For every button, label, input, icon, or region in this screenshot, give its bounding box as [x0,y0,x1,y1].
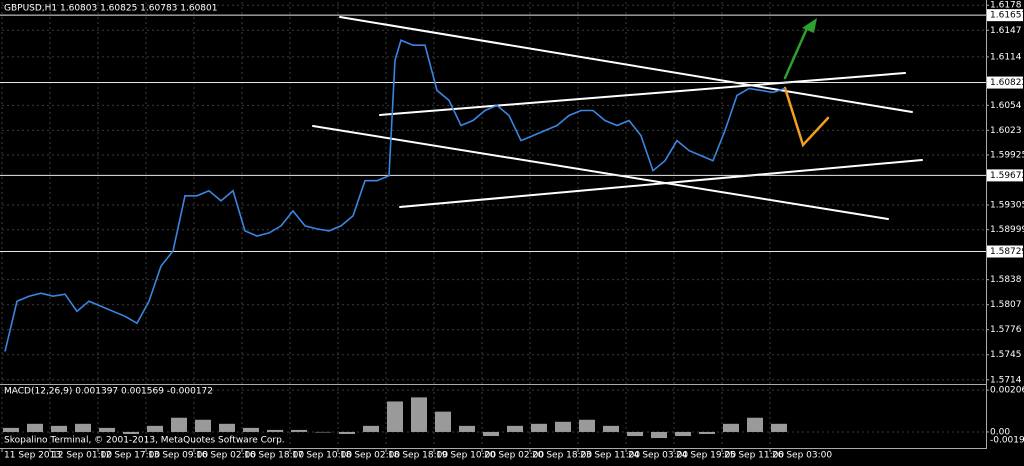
x-tick-label: 20 Sep 02:00 [484,451,544,461]
indicator-title: MACD(12,26,9) 0.001397 0.001569 -0.00017… [4,387,213,397]
histogram-bar [147,425,163,432]
histogram-bar [507,425,523,432]
level-box [987,76,1023,89]
trend-line [379,72,906,116]
histogram-bar [315,431,331,433]
histogram-bar [435,411,451,432]
histogram-bar [267,429,283,432]
x-tick-label: 13 Sep 09:00 [148,451,208,461]
histogram-bar [195,419,211,432]
y-tick-label: 1.6147 [990,26,1022,36]
arrow-head [802,18,817,33]
x-tick-label: 12 Sep 17:00 [100,451,160,461]
histogram-bar [243,427,259,432]
y-tick-label: 1.5838 [990,275,1022,285]
histogram-bar [459,425,475,432]
histogram-bar [411,397,427,432]
histogram-bar [75,423,91,432]
histogram-bar [627,431,643,437]
histogram-bar [747,417,763,432]
y-tick-label: 1.6114 [990,52,1022,62]
histogram-bar [723,423,739,432]
x-tick-label: 16 Sep 18:00 [244,451,304,461]
copyright: Skopalino Terminal, © 2001-2013, MetaQuo… [4,436,285,446]
y-tick-label: 1.6178 [990,1,1022,11]
x-tick-label: 16 Sep 02:00 [196,451,256,461]
x-tick-label: 24 Sep 19:00 [676,451,736,461]
x-tick-label: 19 Sep 10:00 [436,451,496,461]
y-bottom-label: -0.001911 [990,436,1024,446]
x-tick-label: 26 Sep 03:00 [772,451,832,461]
trend-line [339,16,913,113]
histogram-bar [699,431,715,434]
y-tick-label: 1.58999 [990,225,1024,235]
y-tick-label: 0.00 [990,427,1010,437]
chart-title: GBPUSD,H1 1.60803 1.60825 1.60783 1.6080… [4,4,217,14]
histogram-bar [387,401,403,432]
forecast-arrow [783,24,810,80]
trend-line [399,159,923,208]
histogram-bar [291,429,307,432]
y-tick-label: 1.5714 [990,375,1022,385]
x-tick-label: 18 Sep 02:00 [340,451,400,461]
forecast-arrow [783,86,830,148]
y-tick-label: 1.59305 [990,201,1024,211]
histogram-bar [579,419,595,432]
annotations [312,16,923,220]
histogram-bar [99,427,115,432]
grid [1,2,986,447]
histogram-bar [171,417,187,432]
histogram-bar [771,423,787,432]
y-tick-label: 1.5776 [990,325,1022,335]
histogram-bar [51,425,67,432]
histogram-bar [339,431,355,434]
histogram-bar [651,431,667,439]
x-tick-label: 23 Sep 11:00 [580,451,640,461]
y-tick-label: 0.00206 [990,386,1024,396]
level-box [987,169,1023,182]
histogram-bar [363,425,379,432]
histogram-bar [531,423,547,432]
histogram-bar [3,427,19,432]
level-box [987,245,1023,258]
histogram-bar [555,421,571,432]
level-label: 1.60822 [990,78,1024,88]
trend-line [312,125,889,220]
x-tick-label: 11 Sep 2013 [4,451,61,461]
level-label: 1.59672 [990,171,1024,181]
histogram-bar [483,431,499,437]
y-tick-label: 1.5807 [990,300,1022,310]
x-tick-label: 17 Sep 10:00 [292,451,352,461]
y-tick-label: 1.6054 [990,101,1022,111]
x-tick-label: 25 Sep 11:00 [724,451,784,461]
x-tick-label: 12 Sep 01:00 [52,451,112,461]
y-tick-label: 1.6023 [990,126,1022,136]
x-tick-label: 24 Sep 03:00 [628,451,688,461]
y-tick-label: 1.59925 [990,150,1024,160]
level-label: 1.61657 [990,11,1024,21]
histogram-bar [219,423,235,432]
level-label: 1.58729 [990,247,1024,257]
histogram-bar [675,431,691,437]
price-line [4,39,786,352]
x-tick-label: 20 Sep 18:00 [532,451,592,461]
histogram-bar [123,431,139,434]
histogram-bar [27,423,43,432]
y-tick-label: 1.5745 [990,350,1022,360]
histogram-bar [603,425,619,432]
x-tick-label: 18 Sep 18:00 [388,451,448,461]
level-box [987,9,1023,22]
